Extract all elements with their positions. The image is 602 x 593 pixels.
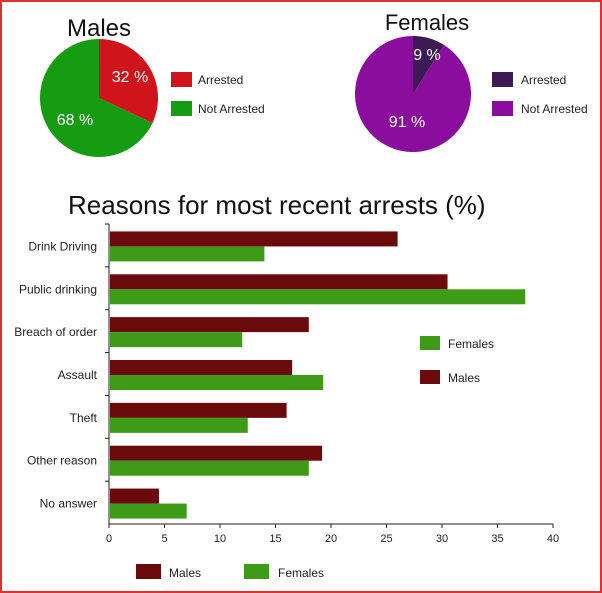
legend-bottom-swatch-males: [136, 564, 161, 579]
legend-inner-label-females: Females: [448, 337, 494, 351]
x-tick-label: 20: [325, 533, 337, 545]
pie-value-label-males-0: 32 %: [112, 69, 148, 86]
legend-bottom-swatch-females: [244, 564, 269, 579]
pie-slice-females-arrested: [413, 36, 445, 94]
pie-slice-males-arrested: [99, 39, 158, 124]
x-tick-label: 0: [106, 533, 112, 545]
y-category-label: Public drinking: [19, 282, 97, 296]
legend-bottom-label-females: Females: [278, 566, 324, 580]
bar-males-0: [110, 231, 398, 247]
pie-legend-swatch-males-0: [171, 72, 192, 87]
bar-males-5: [110, 445, 323, 461]
bar-females-3: [110, 375, 324, 390]
x-tick-label: 5: [161, 533, 167, 545]
bar-females-0: [110, 246, 265, 262]
bar-chart-title: Reasons for most recent arrests (%): [68, 190, 486, 220]
y-category-label: Theft: [70, 411, 98, 425]
y-category-label: Breach of order: [14, 325, 97, 339]
pie-legend-label-females-0: Arrested: [521, 73, 566, 87]
bar-females-5: [110, 460, 309, 476]
pie-value-label-males-1: 68 %: [57, 112, 93, 129]
pie-legend-label-males-0: Arrested: [198, 73, 243, 87]
legend-inner-swatch-females: [420, 336, 440, 350]
pie-slice-females-not-arrested: [355, 36, 472, 152]
bar-females-4: [110, 417, 248, 433]
x-tick-label: 25: [380, 533, 392, 545]
pie-value-label-females-0: 9 %: [413, 47, 441, 64]
pie-title-females: Females: [385, 10, 469, 35]
pie-legend-label-females-1: Not Arrested: [521, 102, 588, 116]
pie-legend-swatch-females-1: [492, 101, 513, 116]
bar-males-2: [110, 317, 309, 333]
pie-legend-swatch-males-1: [171, 101, 192, 116]
x-tick-label: 35: [491, 533, 503, 545]
pie-value-label-females-1: 91 %: [389, 114, 425, 131]
legend-inner-label-males: Males: [448, 371, 480, 385]
bar-males-3: [110, 360, 293, 375]
y-category-label: No answer: [40, 497, 97, 511]
bar-males-6: [110, 488, 159, 504]
pie-slice-males-not-arrested: [39, 39, 153, 157]
bar-females-1: [110, 289, 526, 305]
pie-legend-swatch-females-0: [492, 72, 513, 87]
x-tick-label: 15: [269, 533, 281, 545]
bar-males-4: [110, 402, 287, 418]
bar-females-2: [110, 332, 243, 348]
y-category-label: Other reason: [27, 454, 97, 468]
x-tick-label: 30: [436, 533, 448, 545]
x-tick-label: 40: [547, 533, 559, 545]
bar-males-1: [110, 274, 448, 290]
y-category-label: Assault: [58, 368, 98, 382]
pie-legend-label-males-1: Not Arrested: [198, 102, 265, 116]
bar-females-6: [110, 503, 187, 519]
pie-title-males: Males: [67, 15, 131, 42]
legend-bottom-label-males: Males: [169, 566, 201, 580]
y-category-label: Drink Driving: [28, 239, 97, 253]
legend-inner-swatch-males: [420, 370, 440, 384]
x-tick-label: 10: [214, 533, 226, 545]
